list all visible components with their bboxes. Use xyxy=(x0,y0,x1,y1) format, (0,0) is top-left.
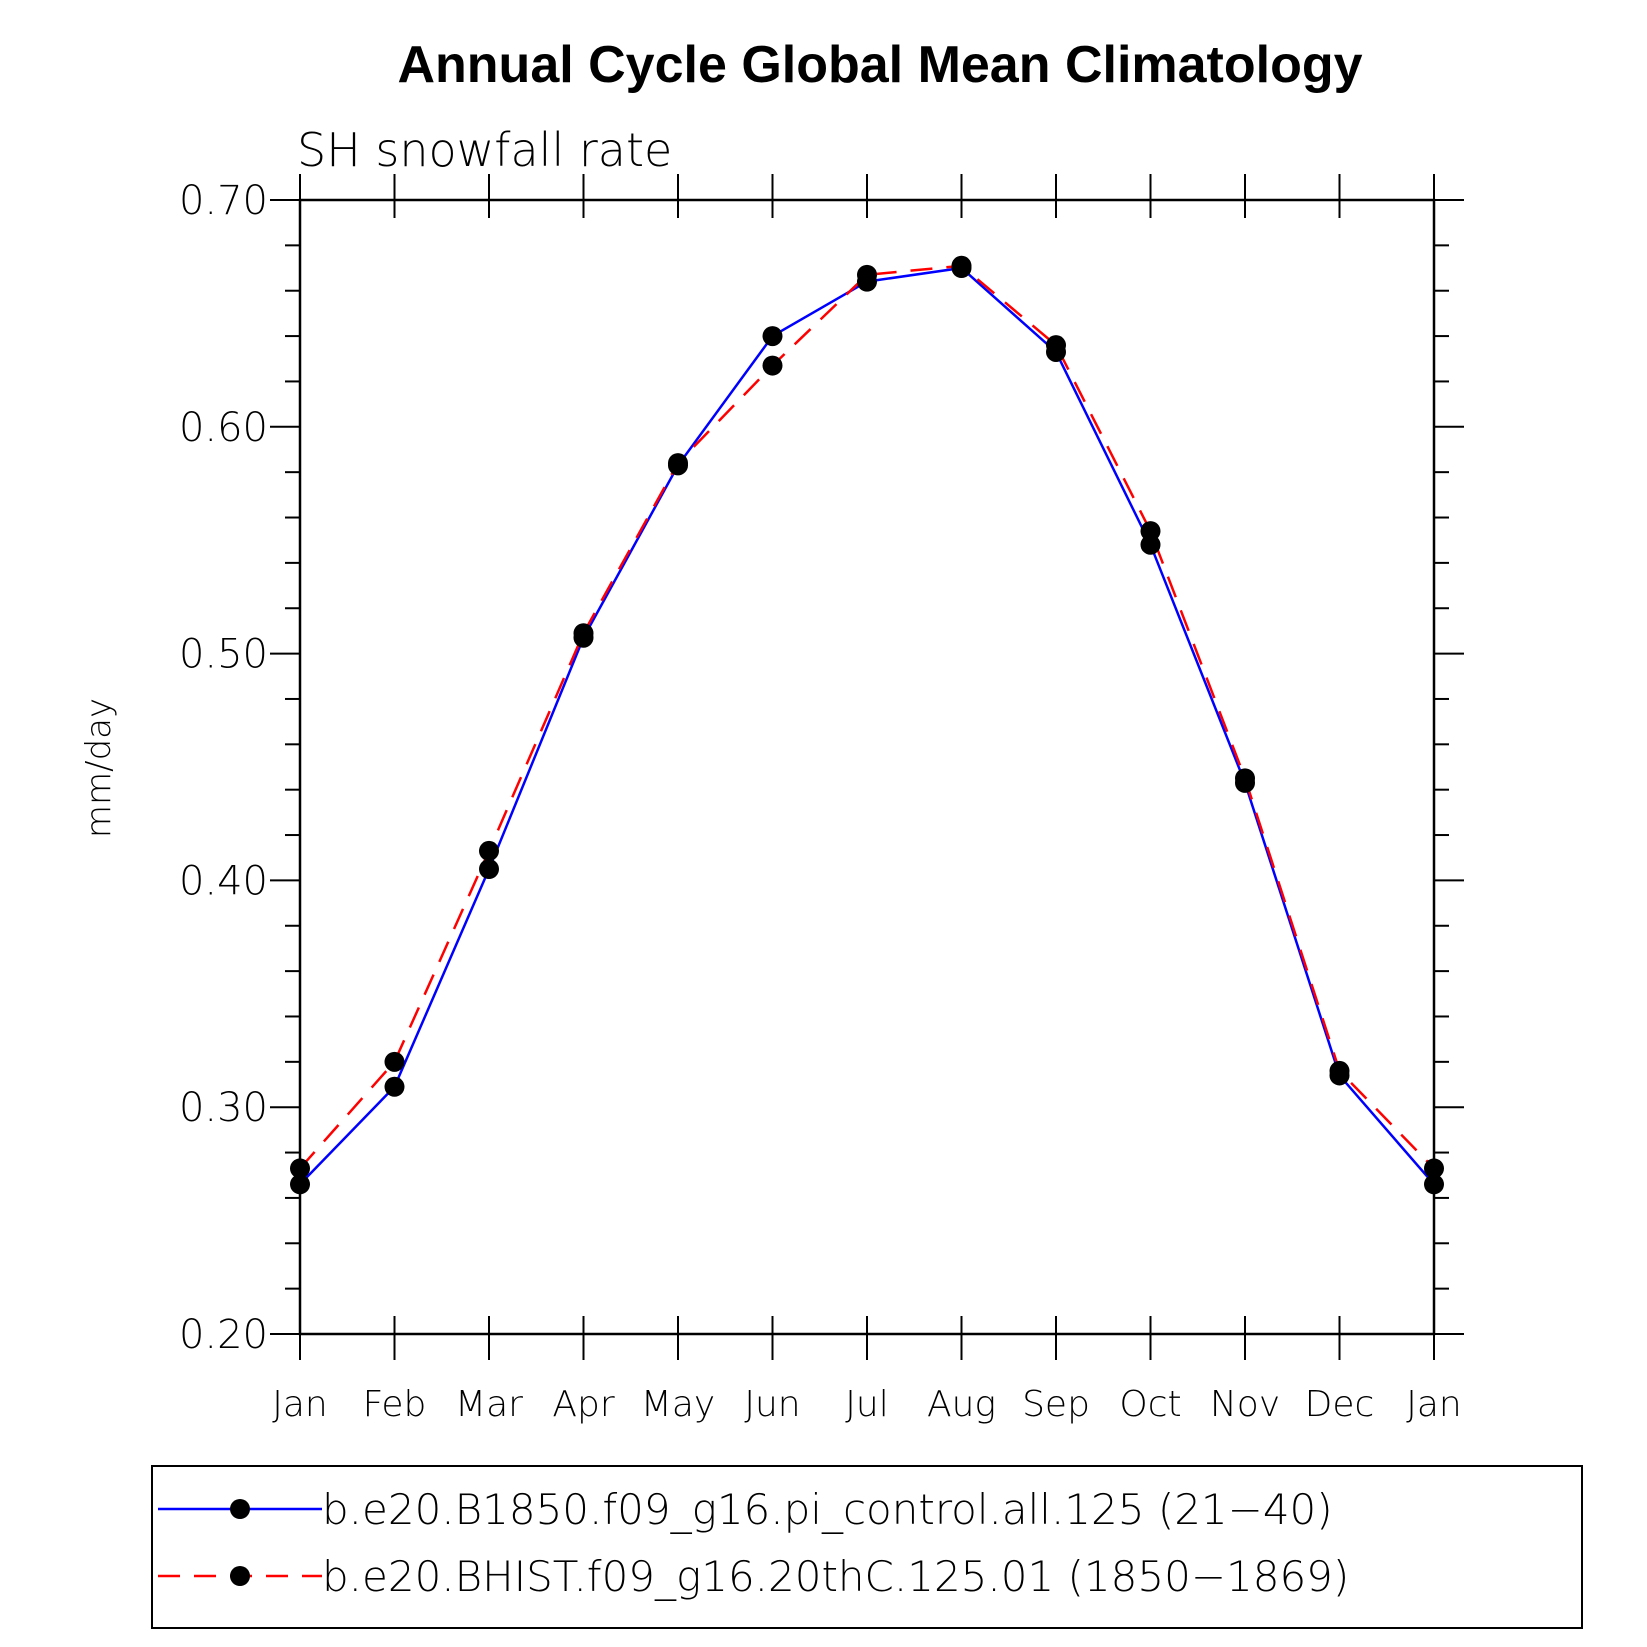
legend-marker-series-1 xyxy=(230,1499,250,1519)
axis-ticks xyxy=(270,174,1464,1360)
chart-subtitle: SH snowfall rate xyxy=(297,123,672,177)
legend-label-series-2: b.e20.BHIST.f09_g16.20thC.125.01 (1850−1… xyxy=(322,1552,1349,1601)
x-tick-label: Jan xyxy=(272,1384,328,1425)
x-tick-label: Oct xyxy=(1119,1384,1181,1425)
x-tick-labels: Jan Feb Mar Apr May Jun Jul Aug Sep Oct Nov Dec Jan xyxy=(272,1384,1462,1425)
series-1-point xyxy=(384,1076,405,1097)
series-2-point xyxy=(1329,1060,1350,1081)
series-1-point xyxy=(762,326,783,347)
series-2-point xyxy=(290,1158,310,1179)
series-2-point xyxy=(1046,335,1066,356)
series-1-point xyxy=(479,859,499,880)
y-tick-label: 0.20 xyxy=(179,1312,268,1358)
y-tick-labels: 0.20 0.30 0.40 0.50 0.60 0.70 xyxy=(179,178,268,1358)
y-tick-label: 0.40 xyxy=(179,858,268,904)
series-1-point xyxy=(290,1174,310,1195)
series-2-point xyxy=(384,1051,405,1072)
series-2-point xyxy=(1140,521,1161,542)
series-2-point xyxy=(1424,1158,1444,1179)
x-tick-label: Feb xyxy=(363,1384,427,1425)
x-tick-label: Aug xyxy=(927,1384,996,1425)
x-tick-label: Jan xyxy=(1406,1384,1462,1425)
series-1-point xyxy=(1424,1174,1444,1195)
legend-label-series-1: b.e20.B1850.f09_g16.pi_control.all.125 (… xyxy=(322,1485,1333,1534)
series-2-point xyxy=(1235,768,1255,789)
y-tick-label: 0.60 xyxy=(179,405,268,451)
series-2-point xyxy=(668,453,688,474)
x-tick-label: Apr xyxy=(552,1384,614,1425)
legend-box xyxy=(151,1465,1583,1629)
x-tick-label: Nov xyxy=(1210,1384,1280,1425)
x-tick-label: Sep xyxy=(1022,1384,1090,1425)
y-tick-label: 0.70 xyxy=(179,178,268,224)
y-axis-label: mm/day xyxy=(79,698,119,838)
x-tick-label: Jun xyxy=(744,1384,800,1425)
series-2-point xyxy=(479,840,499,861)
x-tick-label: Mar xyxy=(455,1384,523,1425)
plot-frame xyxy=(298,198,1436,1336)
chart-title: Annual Cycle Global Mean Climatology xyxy=(397,36,1362,94)
legend: b.e20.B1850.f09_g16.pi_control.all.125 (… xyxy=(151,1465,1583,1629)
series-line-2 xyxy=(299,264,1435,1170)
series-2-point xyxy=(951,255,972,276)
y-tick-label: 0.30 xyxy=(179,1085,268,1131)
series-layer xyxy=(290,255,1444,1195)
x-tick-label: Dec xyxy=(1305,1384,1375,1425)
series-2-point xyxy=(857,264,877,285)
legend-marker-series-2 xyxy=(230,1566,250,1586)
x-tick-label: May xyxy=(641,1384,715,1425)
y-tick-label: 0.50 xyxy=(179,632,268,678)
series-2-point xyxy=(762,355,783,376)
series-line-1 xyxy=(299,266,1435,1186)
x-tick-label: Jul xyxy=(845,1384,888,1425)
series-2-point xyxy=(573,623,594,644)
